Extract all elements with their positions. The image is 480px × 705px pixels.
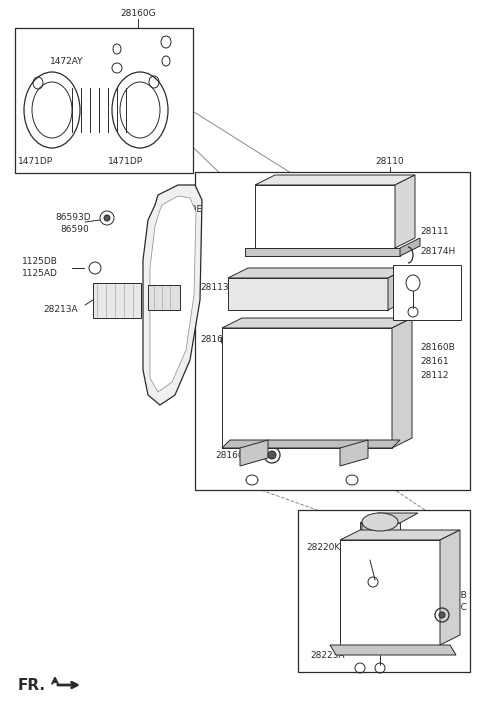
Ellipse shape — [120, 82, 160, 138]
Text: 28210E: 28210E — [168, 205, 202, 214]
Text: 28171K: 28171K — [422, 286, 456, 295]
Polygon shape — [340, 540, 440, 645]
Ellipse shape — [268, 451, 276, 459]
Bar — [148, 285, 180, 310]
Text: 28174H: 28174H — [420, 247, 455, 257]
Polygon shape — [150, 196, 196, 392]
Text: 28160G: 28160G — [120, 9, 156, 18]
Ellipse shape — [24, 72, 80, 148]
Ellipse shape — [362, 513, 398, 531]
Polygon shape — [228, 268, 408, 278]
Text: 28161: 28161 — [420, 357, 449, 367]
Text: 86593D: 86593D — [55, 214, 91, 223]
Polygon shape — [240, 440, 268, 466]
Text: 1471DP: 1471DP — [18, 157, 53, 166]
Polygon shape — [340, 440, 368, 466]
Polygon shape — [388, 268, 408, 310]
Text: 28220K: 28220K — [306, 543, 340, 551]
Text: 1471DP: 1471DP — [108, 157, 143, 166]
Text: 28160: 28160 — [215, 450, 244, 460]
Text: 1472AY: 1472AY — [50, 58, 84, 66]
Polygon shape — [395, 175, 415, 248]
Bar — [93, 283, 141, 318]
Text: 28160B: 28160B — [420, 343, 455, 352]
Text: 28213A: 28213A — [43, 305, 78, 314]
Bar — [195, 172, 470, 490]
Text: 28113: 28113 — [200, 283, 228, 293]
Text: 28161: 28161 — [395, 634, 424, 642]
Polygon shape — [255, 175, 415, 185]
Ellipse shape — [104, 215, 110, 221]
Polygon shape — [228, 278, 388, 310]
Text: 28161G: 28161G — [200, 336, 236, 345]
Text: 28110: 28110 — [376, 157, 404, 166]
Bar — [360, 523, 400, 558]
Polygon shape — [222, 328, 392, 448]
Polygon shape — [440, 530, 460, 645]
Polygon shape — [143, 185, 202, 405]
Text: 28111: 28111 — [420, 228, 449, 236]
Bar — [393, 265, 461, 320]
Polygon shape — [330, 645, 456, 655]
Polygon shape — [360, 513, 418, 523]
Polygon shape — [245, 248, 400, 256]
Text: 1125DB: 1125DB — [22, 257, 58, 266]
Text: FR.: FR. — [18, 678, 46, 692]
Polygon shape — [222, 318, 412, 328]
Ellipse shape — [439, 612, 445, 618]
Polygon shape — [400, 238, 420, 256]
Text: 86590: 86590 — [60, 226, 89, 235]
Ellipse shape — [32, 82, 72, 138]
Bar — [298, 510, 470, 672]
Polygon shape — [362, 515, 374, 555]
Polygon shape — [340, 530, 460, 540]
Polygon shape — [222, 440, 400, 448]
Polygon shape — [255, 185, 395, 248]
Text: 28112: 28112 — [420, 372, 448, 381]
Text: 1125AD: 1125AD — [22, 269, 58, 278]
Text: 28223A: 28223A — [310, 651, 345, 659]
Text: 28160C: 28160C — [432, 603, 467, 613]
Polygon shape — [392, 318, 412, 448]
Text: 28160B: 28160B — [432, 591, 467, 601]
Ellipse shape — [112, 72, 168, 148]
Bar — [15, 28, 193, 173]
